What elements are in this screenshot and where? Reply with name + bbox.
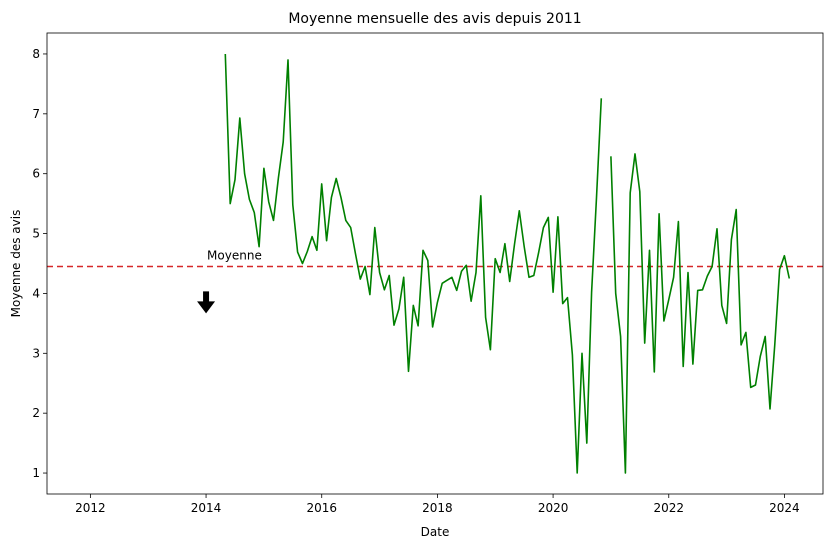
y-tick-label: 3 xyxy=(32,346,40,360)
y-tick-label: 5 xyxy=(32,227,40,241)
y-tick-label: 8 xyxy=(32,47,40,61)
x-tick-label: 2020 xyxy=(538,501,569,515)
x-tick-label: 2014 xyxy=(191,501,222,515)
x-tick-label: 2022 xyxy=(653,501,684,515)
annotation-text: Moyenne xyxy=(207,249,262,263)
y-axis-label: Moyenne des avis xyxy=(9,210,23,318)
y-tick-label: 4 xyxy=(32,286,40,300)
annotation-arrow xyxy=(197,291,216,314)
x-tick-label: 2018 xyxy=(422,501,453,515)
x-tick-label: 2012 xyxy=(75,501,106,515)
y-tick-label: 1 xyxy=(32,466,40,480)
y-tick-label: 7 xyxy=(32,107,40,121)
y-tick-label: 6 xyxy=(32,167,40,181)
chart-title: Moyenne mensuelle des avis depuis 2011 xyxy=(288,11,581,27)
x-axis-label: Date xyxy=(421,525,450,539)
axis-ticks: 2012 2014 2016 2018 2020 2022 2024 1 2 3 4 5 6 7 8 xyxy=(32,47,799,515)
y-tick-label: 2 xyxy=(32,406,40,420)
plot-area xyxy=(46,32,824,495)
x-tick-label: 2024 xyxy=(769,501,800,515)
series-line xyxy=(224,53,791,474)
mean-annotation: Moyenne xyxy=(197,249,262,314)
x-tick-label: 2016 xyxy=(306,501,337,515)
